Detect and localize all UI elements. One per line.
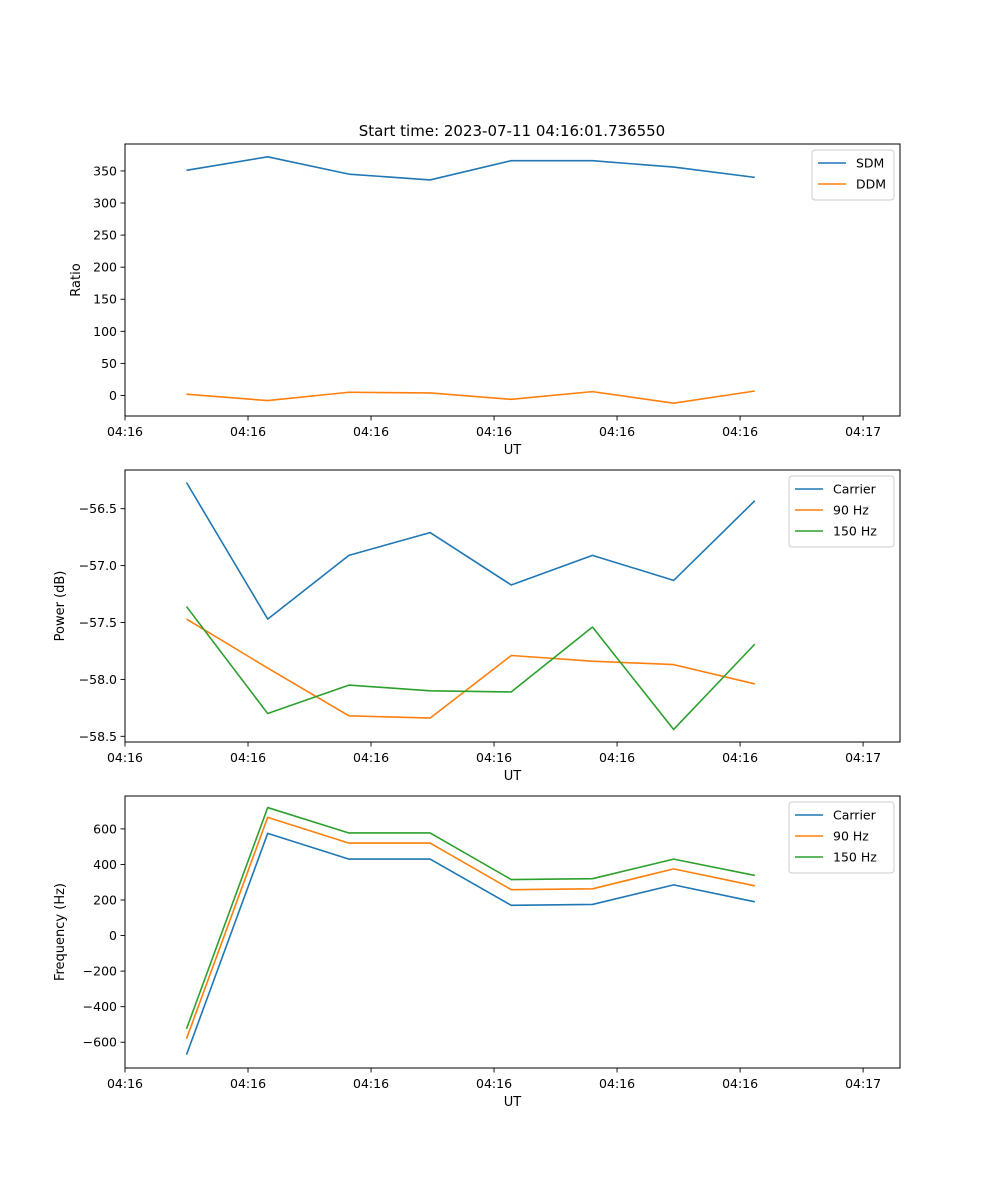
x-tick-label: 04:16	[722, 1076, 758, 1091]
x-tick-label: 04:16	[107, 424, 143, 439]
series-line-150-hz	[185, 806, 755, 1030]
legend-label: SDM	[856, 156, 884, 171]
x-tick-label: 04:16	[599, 1076, 635, 1091]
x-tick-label: 04:16	[353, 750, 389, 765]
y-tick-label: −58.5	[79, 729, 117, 744]
x-tick-label: 04:16	[107, 1076, 143, 1091]
chart-panel-1: 04:16 04:16 04:16 04:16 04:16 04:16 04:17 0 50 10…	[69, 143, 901, 458]
legend-box	[788, 801, 895, 874]
legend: Carrier 90 Hz 150 Hz	[788, 475, 895, 548]
y-tick-label: 600	[93, 821, 117, 836]
axes-frame	[124, 143, 901, 417]
y-axis-label: Frequency (Hz)	[53, 883, 68, 981]
chart-panel-3: 04:16 04:16 04:16 04:16 04:16 04:16 04:17 −600 −…	[53, 795, 901, 1110]
y-tick-label: −400	[83, 999, 117, 1014]
y-tick-label: −58.0	[79, 672, 117, 687]
figure-title: Start time: 2023-07-11 04:16:01.736550	[359, 122, 665, 140]
legend-label: DDM	[856, 177, 886, 192]
y-tick-label: −56.5	[79, 501, 117, 516]
legend-label: Carrier	[833, 482, 877, 497]
x-tick-label: 04:16	[353, 1076, 389, 1091]
x-tick-label: 04:16	[230, 1076, 266, 1091]
charts: 04:16 04:16 04:16 04:16 04:16 04:16 04:17 0 50 10…	[53, 143, 901, 1110]
y-tick-label: 200	[93, 260, 117, 275]
y-tick-label: 300	[93, 196, 117, 211]
legend-label: 90 Hz	[833, 503, 869, 518]
series-line-sdm	[186, 156, 755, 181]
y-tick-label: 0	[109, 388, 117, 403]
x-tick-label: 04:16	[599, 424, 635, 439]
legend-box	[788, 475, 895, 548]
y-tick-label: −600	[83, 1035, 117, 1050]
y-tick-label: 200	[93, 893, 117, 908]
x-tick-label: 04:16	[599, 750, 635, 765]
x-tick-label: 04:16	[722, 424, 758, 439]
x-tick-label: 04:16	[722, 750, 758, 765]
x-tick-label: 04:16	[230, 424, 266, 439]
x-tick-label: 04:16	[476, 424, 512, 439]
legend: Carrier 90 Hz 150 Hz	[788, 801, 895, 874]
series-line-carrier	[185, 482, 756, 620]
series-line-ddm	[186, 390, 755, 404]
y-tick-label: 250	[93, 228, 117, 243]
legend-label: 90 Hz	[833, 829, 869, 844]
x-axis-label: UT	[504, 443, 522, 458]
y-axis-label: Ratio	[69, 263, 84, 296]
legend-label: 150 Hz	[833, 850, 877, 865]
y-axis-label: Power (dB)	[53, 571, 68, 642]
x-tick-label: 04:16	[476, 750, 512, 765]
legend-label: 150 Hz	[833, 524, 877, 539]
axes-frame	[124, 795, 901, 1069]
x-tick-label: 04:17	[845, 424, 881, 439]
series-line-150-hz	[185, 606, 756, 731]
chart-panel-2: 04:16 04:16 04:16 04:16 04:16 04:16 04:17 −58.5…	[53, 469, 901, 784]
x-tick-label: 04:17	[845, 1076, 881, 1091]
x-tick-label: 04:17	[845, 750, 881, 765]
y-tick-label: −57.5	[79, 615, 117, 630]
series-line-90-hz	[185, 816, 756, 1039]
y-tick-label: −200	[83, 964, 117, 979]
x-tick-label: 04:16	[230, 750, 266, 765]
y-tick-label: −57.0	[79, 558, 117, 573]
y-tick-label: 350	[93, 163, 117, 178]
y-tick-label: 100	[93, 324, 117, 339]
series-line-carrier	[185, 832, 756, 1055]
y-tick-label: 50	[101, 356, 117, 371]
x-tick-label: 04:16	[476, 1076, 512, 1091]
x-axis-label: UT	[504, 1095, 522, 1110]
x-tick-label: 04:16	[107, 750, 143, 765]
x-axis-label: UT	[504, 769, 522, 784]
y-tick-label: 150	[93, 292, 117, 307]
legend-label: Carrier	[833, 808, 877, 823]
axes-frame	[124, 469, 901, 743]
y-tick-label: 0	[109, 928, 117, 943]
legend: SDM DDM	[811, 149, 895, 201]
x-tick-label: 04:16	[353, 424, 389, 439]
y-tick-label: 400	[93, 857, 117, 872]
series-line-90-hz	[186, 618, 756, 719]
